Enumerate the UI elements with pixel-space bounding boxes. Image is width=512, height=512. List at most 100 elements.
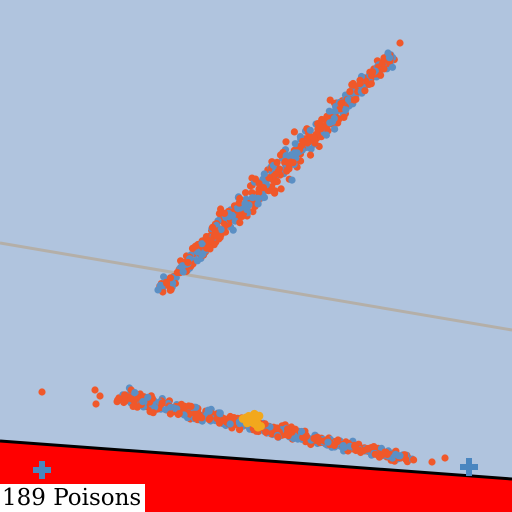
particle-blue — [241, 200, 249, 208]
particle-orange — [255, 188, 263, 196]
particle-blue — [217, 226, 225, 234]
particle-orange — [177, 400, 185, 408]
particle-orange — [317, 122, 325, 130]
particle-blue — [131, 389, 139, 397]
particle-orange — [121, 397, 129, 405]
particle-orange — [262, 428, 270, 436]
poison-counter: 189 Poisons — [0, 484, 146, 512]
particle-orange — [351, 442, 359, 450]
particle-blue — [179, 268, 187, 276]
particle-blue — [344, 96, 353, 104]
particle-orange — [276, 151, 285, 159]
particle-blue — [254, 194, 262, 202]
particle-orange — [428, 458, 436, 466]
particle-blue — [288, 176, 296, 184]
particle-orange — [236, 219, 244, 227]
particle-blue — [392, 450, 400, 458]
particle-orange — [166, 410, 174, 418]
particle-orange — [38, 388, 46, 396]
particle-orange — [291, 425, 299, 433]
particle-blue — [228, 212, 236, 220]
particle-orange — [277, 185, 285, 193]
particle-orange — [306, 151, 315, 159]
guide-line — [0, 241, 512, 332]
particle-orange — [215, 419, 224, 427]
particle-orange — [310, 134, 318, 142]
particle-orange — [205, 415, 213, 424]
particle-orange — [371, 450, 379, 458]
particle-orange — [127, 395, 135, 403]
particle-blue — [198, 251, 206, 259]
particle-orange — [211, 228, 219, 236]
particle-orange — [113, 398, 121, 406]
particle-orange — [350, 96, 358, 104]
particle-orange — [370, 443, 378, 451]
particle-orange — [192, 242, 200, 250]
particle-blue — [139, 398, 147, 406]
particle-blue — [325, 107, 333, 115]
particle-blue — [322, 131, 330, 139]
particle-orange — [273, 177, 281, 186]
particle-orange — [175, 410, 183, 418]
particle-orange — [396, 39, 404, 47]
particle-blue — [260, 193, 269, 202]
particle-blue — [254, 200, 262, 208]
particle-blue — [216, 410, 224, 418]
particle-orange — [129, 402, 137, 410]
particle-orange — [158, 399, 166, 407]
particle-blue — [226, 420, 234, 428]
particle-orange — [163, 279, 171, 287]
particle-orange — [273, 158, 281, 166]
particle-orange — [410, 456, 418, 464]
particle-orange — [383, 450, 391, 459]
particle-orange — [290, 128, 298, 136]
particle-orange — [355, 446, 364, 454]
particle-blue — [339, 442, 347, 450]
particle-orange — [348, 81, 356, 89]
particle-orange — [282, 138, 290, 146]
plus-icon[interactable] — [33, 461, 51, 479]
particle-blue — [331, 107, 339, 115]
particle-orange — [236, 194, 244, 203]
particle-blue — [287, 151, 295, 159]
particle-orange — [289, 159, 297, 167]
particle-blue — [205, 407, 213, 415]
particle-orange — [96, 392, 104, 400]
particle-orange — [269, 187, 277, 196]
particle-orange — [361, 87, 369, 95]
particle-orange — [441, 454, 449, 462]
particle-orange — [326, 96, 334, 104]
particle-orange — [380, 65, 388, 73]
particle-orange — [299, 137, 307, 145]
particle-cloud-upper — [154, 39, 404, 296]
particle-blue — [291, 140, 299, 148]
particle-orange — [337, 99, 345, 108]
particle-orange — [91, 386, 99, 394]
particle-orange — [166, 274, 174, 282]
particle-orange — [238, 212, 246, 220]
particle-blue — [193, 257, 202, 265]
particle-blue — [160, 273, 168, 281]
particle-blue — [298, 427, 306, 436]
particle-orange — [330, 441, 338, 449]
particle-orange — [187, 402, 195, 410]
particle-orange — [220, 209, 229, 217]
plus-icon[interactable] — [460, 458, 478, 476]
particle-orange — [283, 425, 292, 433]
particle-orange — [272, 170, 280, 178]
particle-orange — [274, 433, 282, 441]
particle-orange — [192, 414, 200, 422]
particle-orange — [281, 158, 289, 166]
particle-blue — [144, 393, 152, 401]
particle-blue — [328, 118, 337, 126]
particle-orange — [363, 445, 371, 453]
particle-orange — [92, 400, 100, 408]
particle-orange — [402, 455, 410, 464]
particle-cloud-lower — [38, 384, 449, 466]
particle-blue — [154, 286, 162, 294]
particle-orange — [310, 434, 318, 443]
particle-blue — [388, 63, 397, 71]
particle-yellow — [256, 422, 265, 431]
